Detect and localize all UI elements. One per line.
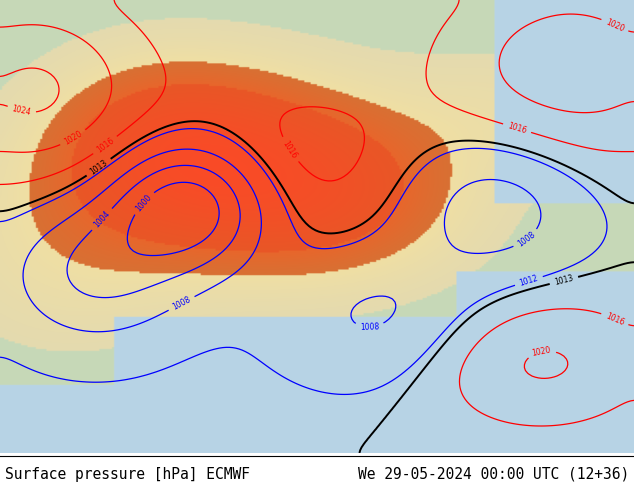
Text: 1024: 1024 [11, 105, 32, 118]
Text: 1016: 1016 [507, 121, 527, 135]
Text: 1016: 1016 [281, 139, 299, 160]
Text: 1020: 1020 [63, 129, 84, 147]
Text: 1013: 1013 [553, 274, 574, 287]
Text: 1004: 1004 [92, 209, 112, 229]
Text: 1000: 1000 [134, 193, 153, 213]
Text: 1020: 1020 [531, 345, 552, 358]
Text: 1013: 1013 [88, 158, 109, 176]
Text: 1020: 1020 [604, 17, 626, 33]
Text: 1016: 1016 [604, 311, 626, 327]
Text: 1012: 1012 [519, 274, 540, 288]
Text: 1008: 1008 [360, 322, 379, 332]
Text: 1008: 1008 [516, 230, 537, 248]
Text: Surface pressure [hPa] ECMWF: Surface pressure [hPa] ECMWF [5, 467, 250, 482]
Text: 1016: 1016 [94, 136, 115, 154]
Text: We 29-05-2024 00:00 UTC (12+36): We 29-05-2024 00:00 UTC (12+36) [358, 467, 629, 482]
Text: 1008: 1008 [171, 295, 192, 312]
